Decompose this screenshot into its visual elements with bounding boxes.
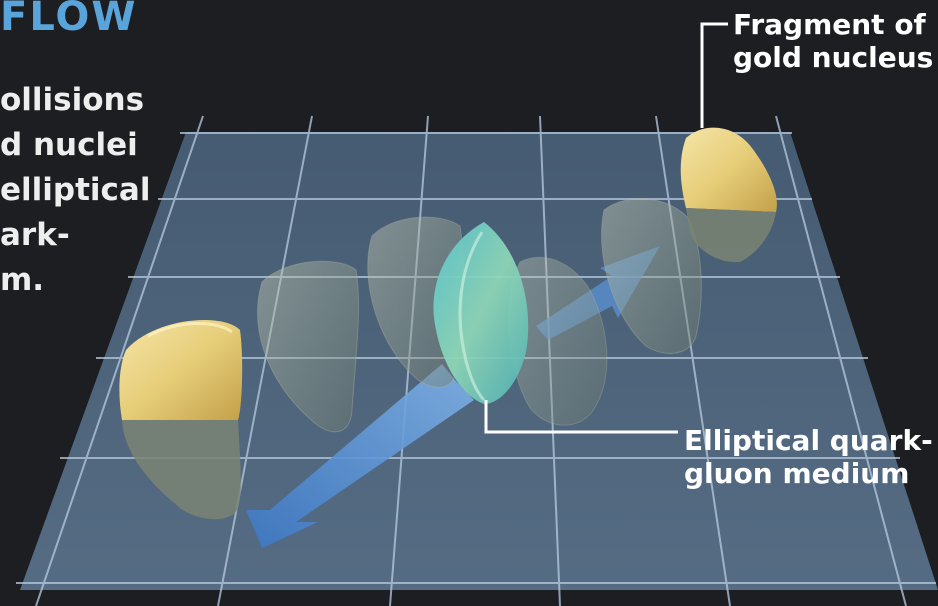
fragment-label: Fragment of gold nucleus	[733, 8, 933, 74]
nucleus-fragment-ghost-1	[257, 260, 360, 433]
intro-line: ollisions	[0, 82, 145, 118]
intro-line: ark-	[0, 217, 70, 253]
fragment-label-line: gold nucleus	[733, 41, 934, 74]
leader-line-fragment	[700, 22, 728, 128]
gold-nucleus-fragment-front	[119, 319, 243, 520]
intro-line: m.	[0, 262, 45, 298]
medium-label-line: Elliptical quark-	[684, 424, 933, 457]
flow-arrow	[246, 364, 474, 548]
intro-line: d nuclei	[0, 127, 138, 163]
fragment-label-line: Fragment of	[733, 8, 926, 41]
medium-label-line: gluon medium	[684, 457, 910, 490]
leader-line-medium	[484, 400, 678, 434]
quark-gluon-lens-icon	[433, 222, 529, 404]
intro-line: elliptical	[0, 172, 151, 208]
intro-text: ollisions d nuclei elliptical ark- m.	[0, 78, 150, 303]
medium-label: Elliptical quark- gluon medium	[684, 424, 933, 490]
gold-nucleus-fragment-back	[680, 127, 777, 263]
diagram-title: FLOW	[0, 0, 138, 40]
nucleus-fragment-ghost-4	[601, 198, 702, 354]
